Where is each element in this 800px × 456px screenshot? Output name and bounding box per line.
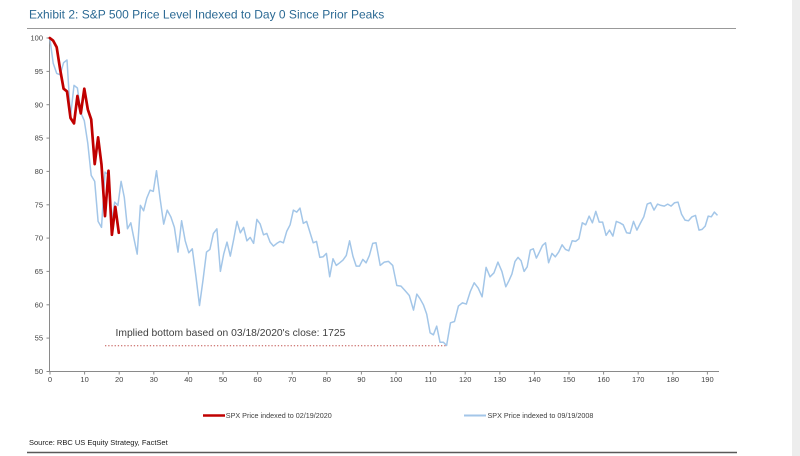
svg-text:70: 70 [35,234,43,243]
svg-text:150: 150 [563,375,576,384]
svg-text:180: 180 [667,375,680,384]
svg-text:130: 130 [494,375,507,384]
svg-text:160: 160 [597,375,610,384]
svg-text:0: 0 [48,375,52,384]
svg-text:40: 40 [184,375,192,384]
svg-text:140: 140 [528,375,541,384]
svg-text:75: 75 [35,200,43,209]
svg-text:SPX Price indexed to 02/19/202: SPX Price indexed to 02/19/2020 [226,411,332,420]
svg-text:100: 100 [30,34,43,43]
svg-text:95: 95 [35,67,43,76]
svg-text:110: 110 [425,375,437,384]
svg-text:70: 70 [288,375,296,384]
svg-text:65: 65 [35,267,43,276]
svg-text:60: 60 [253,375,261,384]
svg-text:60: 60 [35,300,43,309]
svg-text:90: 90 [35,100,43,109]
svg-text:80: 80 [35,167,43,176]
svg-text:10: 10 [80,375,88,384]
svg-text:Source: RBC US Equity Strategy: Source: RBC US Equity Strategy, FactSet [29,438,169,447]
svg-text:90: 90 [357,375,365,384]
svg-text:50: 50 [35,367,43,376]
svg-text:Implied bottom based on 03/18/: Implied bottom based on 03/18/2020's clo… [116,328,346,339]
svg-text:100: 100 [390,375,403,384]
svg-text:120: 120 [459,375,472,384]
svg-text:55: 55 [35,334,43,343]
svg-text:50: 50 [219,375,227,384]
svg-text:20: 20 [115,375,123,384]
svg-text:190: 190 [701,375,714,384]
svg-text:30: 30 [150,375,158,384]
svg-text:SPX Price indexed to 09/19/200: SPX Price indexed to 09/19/2008 [488,411,594,420]
svg-text:170: 170 [632,375,645,384]
svg-text:80: 80 [323,375,331,384]
svg-text:85: 85 [35,134,43,143]
svg-text:Exhibit 2: S&P 500 Price Level: Exhibit 2: S&P 500 Price Level Indexed t… [29,8,384,22]
